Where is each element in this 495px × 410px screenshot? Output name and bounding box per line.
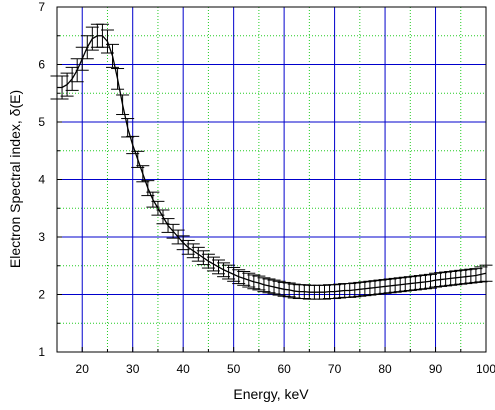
series-line — [57, 35, 487, 293]
x-tick-label: 50 — [227, 362, 241, 376]
y-axis-title: Electron Spectral index, δ(E) — [7, 90, 23, 268]
x-tick-label: 90 — [429, 362, 443, 376]
x-axis-title: Energy, keV — [233, 386, 309, 402]
y-tick-label: 1 — [38, 345, 45, 359]
x-tick-label: 30 — [126, 362, 140, 376]
y-tick-label: 7 — [38, 0, 45, 14]
y-tick-label: 6 — [38, 58, 45, 72]
y-tick-label: 3 — [38, 230, 45, 244]
x-tick-label: 40 — [176, 362, 190, 376]
y-tick-label: 2 — [38, 288, 45, 302]
x-tick-label: 100 — [476, 362, 495, 376]
y-tick-label: 5 — [38, 115, 45, 129]
axes — [56, 6, 487, 353]
x-tick-label: 20 — [76, 362, 90, 376]
x-tick-label: 60 — [277, 362, 291, 376]
tick-labels: 20 30 40 50 60 70 80 90 100 1 2 3 4 5 6 7 — [38, 0, 495, 376]
x-tick-label: 80 — [378, 362, 392, 376]
y-tick-label: 4 — [38, 173, 45, 187]
major-grid — [57, 7, 486, 352]
x-tick-label: 70 — [328, 362, 342, 376]
